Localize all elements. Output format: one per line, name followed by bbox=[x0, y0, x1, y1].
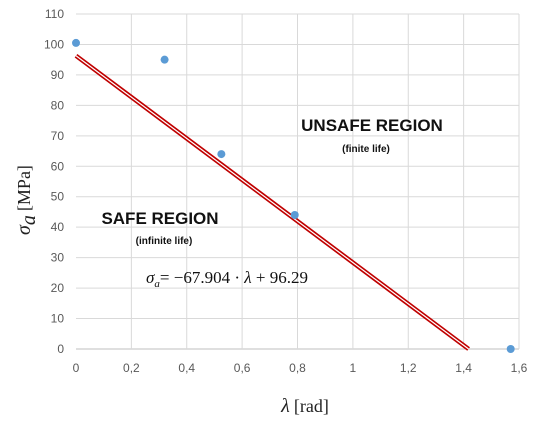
y-tick-label: 50 bbox=[51, 190, 65, 204]
y-tick-label: 20 bbox=[51, 281, 65, 295]
y-tick-label: 40 bbox=[51, 220, 65, 234]
x-tick-label: 1,6 bbox=[511, 361, 528, 375]
y-axis-subscript: a bbox=[18, 215, 40, 225]
x-tick-labels: 0 0,2 0,4 0,6 0,8 1 1,2 1,4 1,6 bbox=[73, 361, 528, 375]
y-tick-label: 60 bbox=[51, 159, 65, 173]
safe-region-subtitle: (infinite life) bbox=[136, 236, 193, 247]
y-tick-label: 30 bbox=[51, 251, 65, 265]
regression-line-inner bbox=[75, 55, 469, 350]
gridlines bbox=[76, 13, 520, 350]
y-axis-symbol: σ bbox=[13, 224, 35, 235]
x-tick-label: 0,4 bbox=[178, 361, 195, 375]
data-point bbox=[217, 150, 226, 159]
equation-lhs-symbol: σ bbox=[146, 268, 155, 287]
unsafe-region-subtitle: (finite life) bbox=[342, 144, 390, 155]
x-axis-unit: [rad] bbox=[294, 396, 329, 416]
safe-region-title: SAFE REGION bbox=[101, 209, 218, 228]
y-axis-unit: [MPa] bbox=[14, 165, 34, 211]
regression-line bbox=[74, 53, 470, 351]
unsafe-region-title: UNSAFE REGION bbox=[301, 116, 443, 135]
x-axis-label: λ [rad] bbox=[280, 395, 329, 417]
regression-equation: σa= −67.904 · λ + 96.29 bbox=[146, 268, 308, 290]
data-point bbox=[72, 38, 80, 47]
x-tick-label: 0,2 bbox=[123, 361, 140, 375]
y-tick-label: 70 bbox=[51, 129, 65, 143]
svg-text:σa[MPa]: σa [MPa] bbox=[13, 165, 40, 235]
x-tick-label: 0,8 bbox=[289, 361, 306, 375]
x-tick-label: 1,2 bbox=[400, 361, 417, 375]
y-axis-label: σa [MPa] bbox=[13, 165, 40, 235]
y-tick-label: 80 bbox=[51, 98, 65, 112]
equation-rhs-var: λ bbox=[243, 268, 251, 287]
equation-lhs-subscript: a bbox=[154, 278, 160, 290]
data-point bbox=[290, 211, 299, 219]
equation-rhs-prefix: = −67.904 · bbox=[160, 268, 244, 287]
x-tick-label: 0,6 bbox=[234, 361, 251, 375]
data-point bbox=[160, 55, 169, 64]
y-tick-labels: 0 10 20 30 40 50 60 70 80 90 100 110 bbox=[44, 7, 64, 356]
y-tick-label: 0 bbox=[57, 342, 64, 356]
data-points bbox=[72, 38, 515, 353]
data-point bbox=[506, 345, 515, 353]
y-tick-label: 100 bbox=[44, 37, 64, 51]
x-tick-label: 1,4 bbox=[455, 361, 472, 375]
equation-rhs-suffix: + 96.29 bbox=[252, 268, 308, 287]
x-tick-label: 0 bbox=[73, 361, 80, 375]
y-tick-label: 110 bbox=[45, 7, 64, 21]
y-tick-label: 90 bbox=[51, 68, 65, 82]
x-axis-symbol: λ bbox=[280, 395, 290, 417]
x-tick-label: 1 bbox=[350, 361, 357, 375]
y-tick-label: 10 bbox=[51, 312, 65, 326]
